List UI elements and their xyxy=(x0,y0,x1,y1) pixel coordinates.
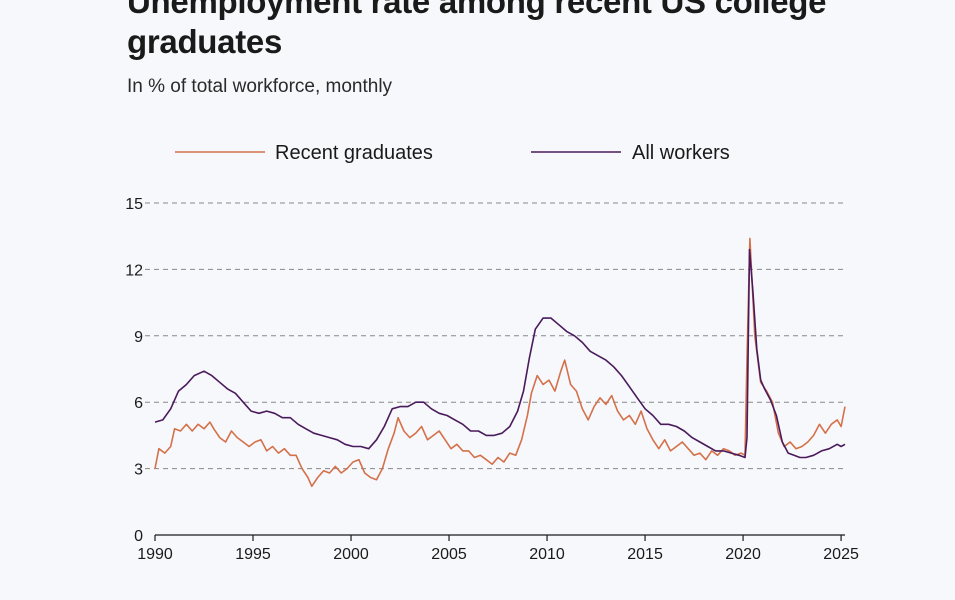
legend-label-recent-graduates: Recent graduates xyxy=(275,142,433,164)
series-line-all-workers xyxy=(154,248,846,459)
y-tick-label: 3 xyxy=(134,462,143,479)
y-tick-label: 9 xyxy=(134,329,143,346)
y-tick-label: 6 xyxy=(134,395,143,412)
x-tick-label: 1995 xyxy=(235,546,271,563)
x-axis: 1990 1995 2000 2005 2010 2015 2020 2025 xyxy=(137,534,859,563)
y-tick-label: 15 xyxy=(125,196,143,213)
y-axis: 0 3 6 9 12 15 xyxy=(125,196,143,545)
x-tick-label: 2000 xyxy=(333,546,369,563)
series-lines xyxy=(154,237,846,488)
x-tick-label: 2025 xyxy=(823,546,859,563)
legend-label-all-workers: All workers xyxy=(632,142,730,164)
legend: Recent graduates All workers xyxy=(175,142,730,164)
y-tick-label: 0 xyxy=(134,528,143,545)
x-tick-label: 1990 xyxy=(137,546,173,563)
x-tick-label: 2020 xyxy=(725,546,761,563)
chart-title: Unemployment rate among recent US colleg… xyxy=(127,0,827,60)
chart-subtitle: In % of total workforce, monthly xyxy=(127,76,393,97)
y-tick-label: 12 xyxy=(125,262,143,279)
x-tick-label: 2005 xyxy=(431,546,467,563)
x-tick-label: 2010 xyxy=(529,546,565,563)
gridlines xyxy=(145,202,845,470)
x-tick-label: 2015 xyxy=(627,546,663,563)
series-line-recent-graduates xyxy=(154,237,846,488)
